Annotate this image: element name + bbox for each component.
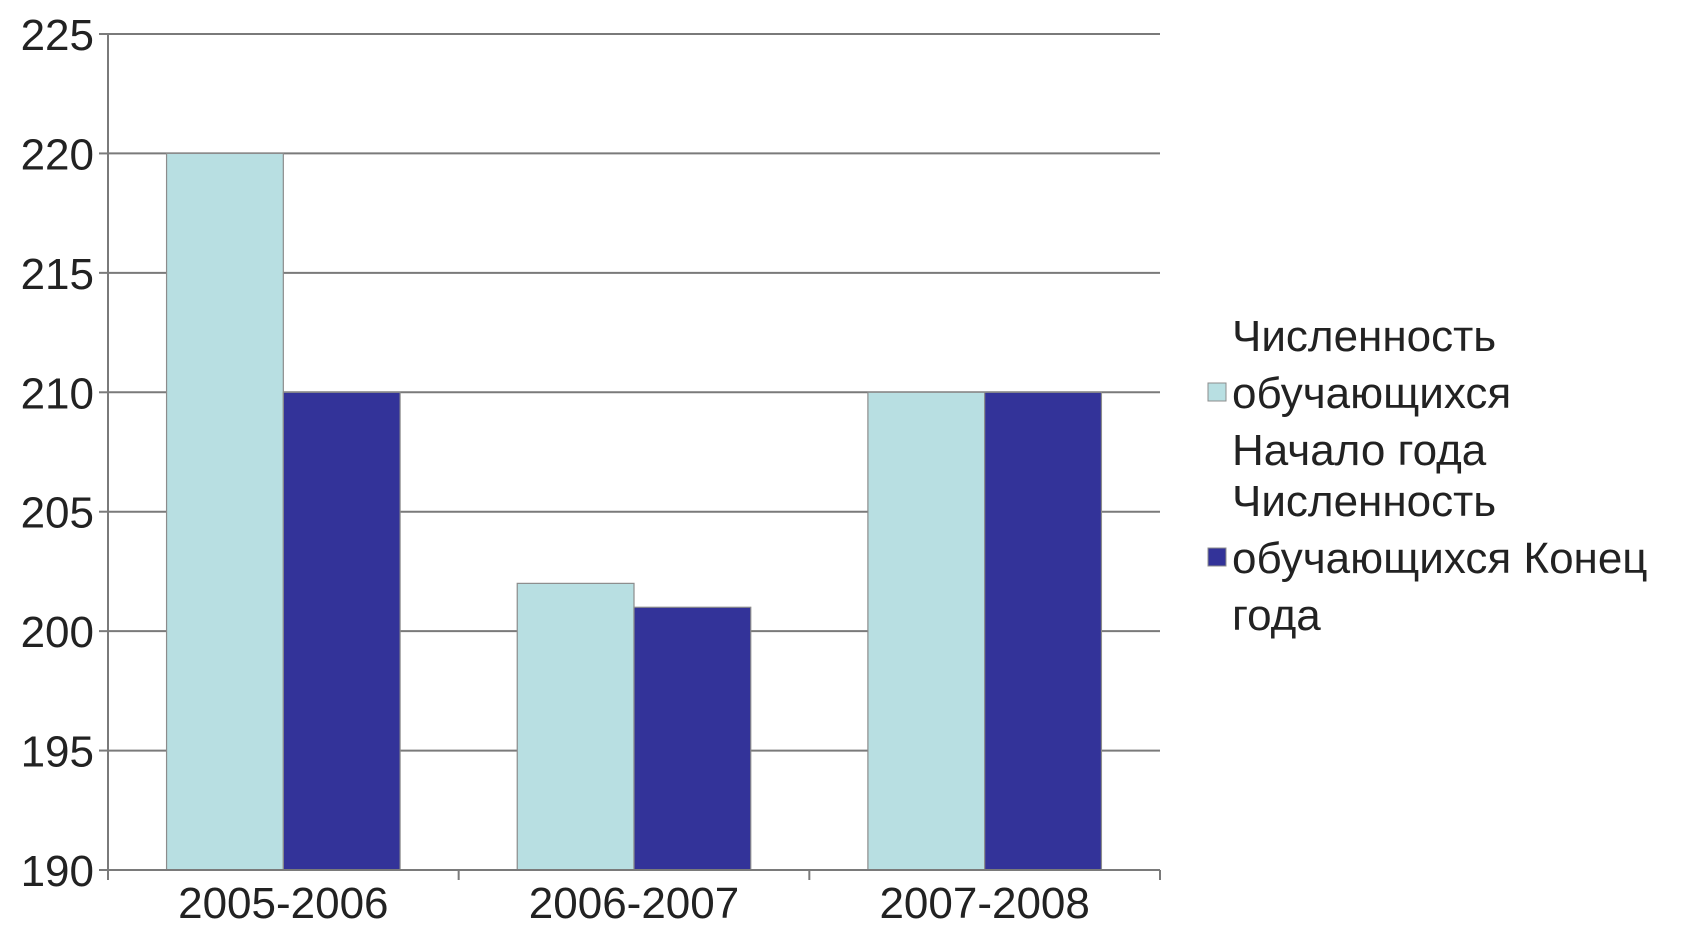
bar-start-of-year bbox=[867, 391, 986, 871]
bar-start-of-year bbox=[165, 152, 284, 871]
bar-end-of-year bbox=[282, 391, 401, 871]
y-tick-label: 200 bbox=[21, 608, 94, 657]
legend-label: года bbox=[1232, 591, 1321, 640]
y-tick-label: 225 bbox=[21, 11, 94, 60]
bar-end-of-year bbox=[984, 391, 1103, 871]
legend-label: Начало года bbox=[1232, 426, 1487, 475]
y-tick-label: 220 bbox=[21, 130, 94, 179]
legend-swatch bbox=[1207, 547, 1227, 567]
legend-label: обучающихся bbox=[1232, 369, 1511, 418]
legend-item-start-of-year: Численность обучающихся Начало года bbox=[1207, 312, 1511, 475]
y-tick-label: 205 bbox=[21, 489, 94, 538]
x-tick-label: 2007-2008 bbox=[879, 879, 1089, 926]
legend-label: Численность bbox=[1232, 312, 1496, 361]
y-tick-label: 215 bbox=[21, 250, 94, 299]
bars bbox=[165, 152, 1103, 871]
bar-end-of-year bbox=[633, 606, 752, 871]
x-tick-label: 2006-2007 bbox=[529, 879, 739, 926]
bar-start-of-year bbox=[516, 582, 635, 871]
y-tick-label: 195 bbox=[21, 728, 94, 777]
y-tick-label: 190 bbox=[21, 847, 94, 896]
x-tick-label: 2005-2006 bbox=[178, 879, 388, 926]
legend-label: Численность bbox=[1232, 477, 1496, 526]
legend-item-end-of-year: Численность обучающихся Конец года bbox=[1207, 477, 1648, 640]
axes: 190 195 200 205 210 215 220 225 2005-2006 2006-20… bbox=[21, 11, 1161, 926]
y-tick-label: 210 bbox=[21, 369, 94, 418]
legend-swatch bbox=[1207, 382, 1227, 402]
legend-label: обучающихся Конец bbox=[1232, 534, 1648, 583]
